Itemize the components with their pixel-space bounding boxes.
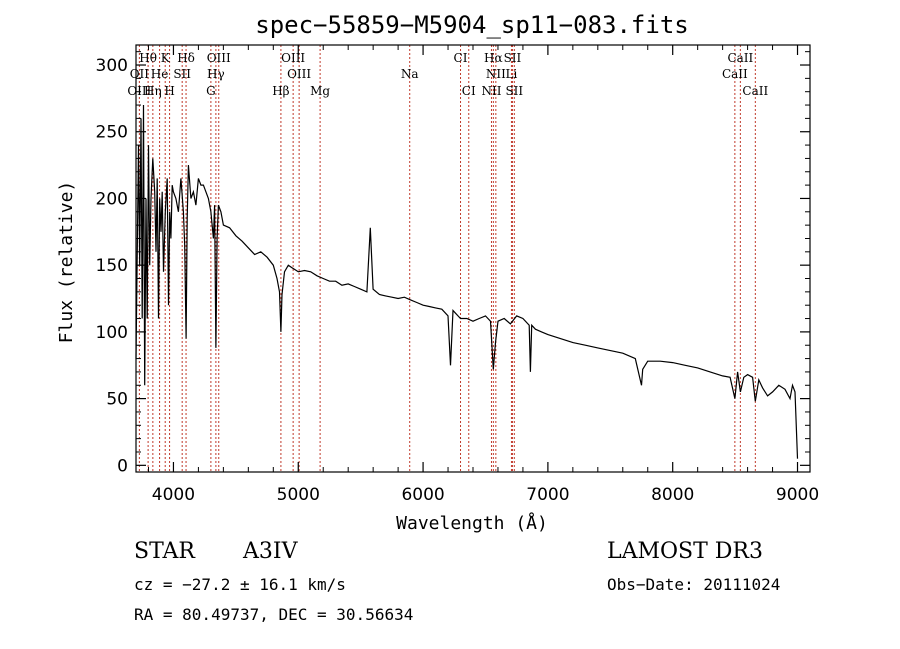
line-label: Hγ [207, 67, 225, 81]
object-subclass: A3IV [243, 539, 298, 564]
line-label: Li [506, 67, 518, 81]
line-label: SII [173, 67, 191, 81]
line-label: CI [462, 84, 476, 98]
obs-date: Obs−Date: 20111024 [607, 575, 781, 594]
y-tick-label: 200 [96, 189, 128, 209]
line-label: CaII [722, 67, 748, 81]
line-label: CaII [727, 51, 753, 65]
chart-title: spec−55859−M5904_sp11−083.fits [255, 11, 688, 39]
x-tick-label: 6000 [401, 485, 444, 505]
y-tick-label: 0 [117, 456, 128, 476]
line-label: NII [486, 67, 506, 81]
emission-line-markers [138, 45, 756, 472]
line-label: Mg [310, 84, 330, 98]
y-tick-label: 300 [96, 56, 128, 76]
line-label: He [151, 67, 169, 81]
plot-frame [135, 44, 811, 473]
line-label: SII [504, 51, 522, 65]
line-label: OIII [127, 84, 151, 98]
object-type: STAR [134, 539, 195, 564]
line-label: Na [401, 67, 419, 81]
x-axis: 4000 5000 6000 7000 8000 9000 [147, 45, 819, 505]
line-label: CI [454, 51, 468, 65]
line-label: NII [481, 84, 501, 98]
line-label: K [161, 51, 171, 65]
spectrum-series-line [135, 104, 799, 459]
survey-name: LAMOST DR3 [607, 539, 763, 564]
line-label: G [206, 84, 216, 98]
line-label: Hη [144, 84, 162, 98]
line-label: CaII [742, 84, 768, 98]
x-tick-label: 9000 [776, 485, 819, 505]
y-tick-label: 250 [96, 123, 128, 143]
y-tick-label: 100 [96, 323, 128, 343]
y-axis-label: Flux (relative) [56, 181, 77, 344]
y-tick-label: 150 [96, 256, 128, 276]
line-label: Hα [484, 51, 503, 65]
x-axis-label: Wavelength (Å) [396, 512, 548, 534]
line-label: Hβ [272, 84, 289, 98]
redshift-text: cz = −27.2 ± 16.1 km/s [134, 575, 346, 594]
line-label: Hδ [177, 51, 195, 65]
x-tick-label: 5000 [277, 485, 320, 505]
line-label: OIII [281, 51, 305, 65]
line-label: H [164, 84, 174, 98]
line-label: SII [505, 84, 523, 98]
line-label: OIII [287, 67, 311, 81]
line-label: Hθ [139, 51, 157, 65]
line-label: OIII [207, 51, 231, 65]
y-axis: 0 50 100 150 200 250 300 [96, 51, 810, 476]
x-tick-label: 4000 [152, 485, 195, 505]
line-label: OII [130, 67, 150, 81]
y-tick-label: 50 [106, 390, 128, 410]
x-tick-label: 7000 [526, 485, 569, 505]
coordinates: RA = 80.49737, DEC = 30.56634 [134, 605, 414, 624]
x-tick-label: 8000 [651, 485, 694, 505]
